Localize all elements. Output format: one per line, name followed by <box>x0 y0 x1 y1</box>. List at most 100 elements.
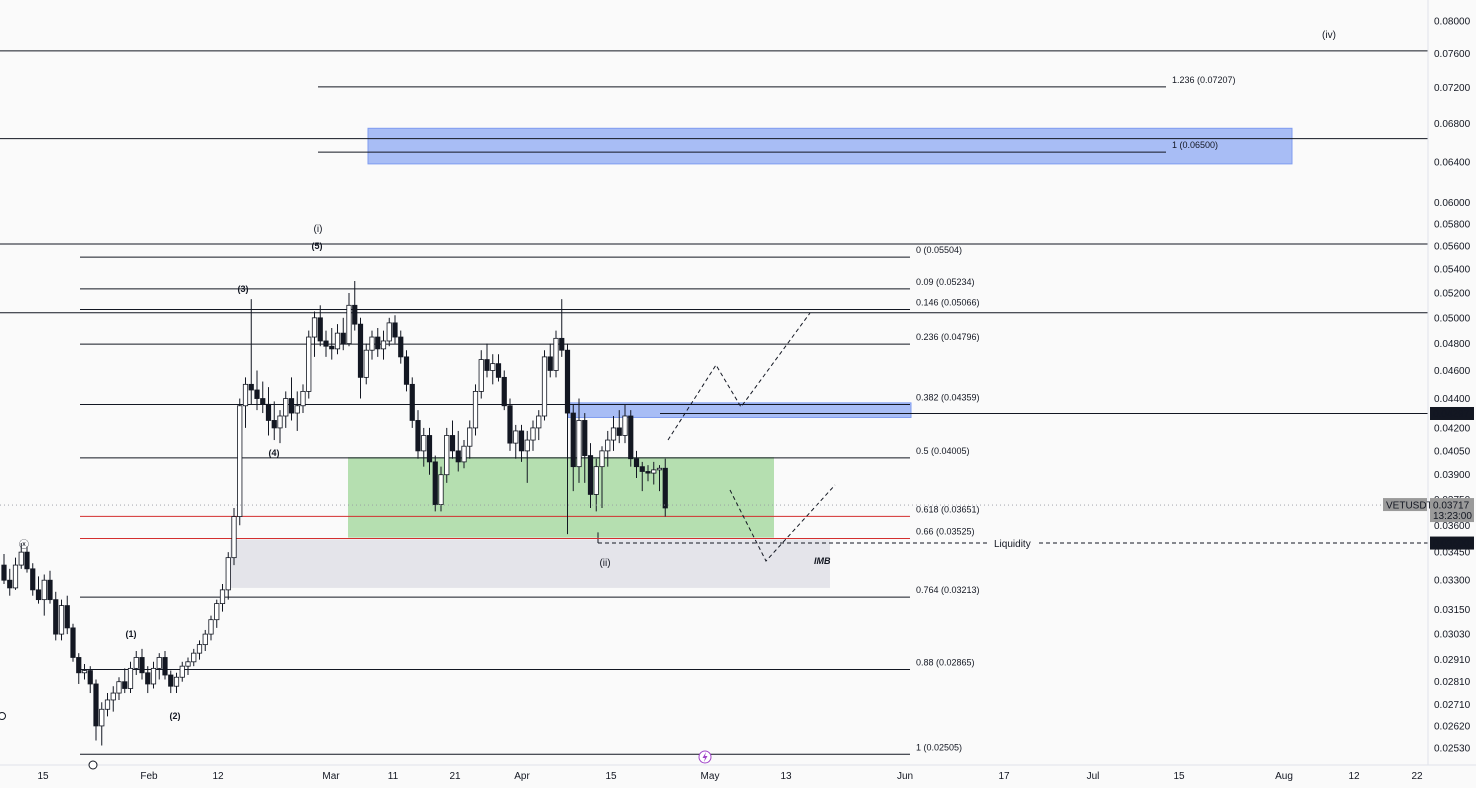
fib-level-label: 0.09 (0.05234) <box>916 277 975 287</box>
fib-level-label: 0.5 (0.04005) <box>916 446 970 456</box>
time-axis-label: 11 <box>388 771 399 782</box>
time-axis-label: 13 <box>780 771 792 782</box>
price-axis-label: 0.04600 <box>1434 366 1471 377</box>
lightning-icon-bolt <box>702 752 708 762</box>
candle-up <box>490 363 496 371</box>
time-axis-label: Aug <box>1275 771 1293 782</box>
candle-up <box>513 430 519 444</box>
price-axis-label: 0.02530 <box>1434 744 1471 755</box>
symbol-tag-bg <box>1383 498 1427 512</box>
price-axis-label: 0.03030 <box>1434 630 1471 641</box>
candle-up <box>225 557 231 591</box>
price-axis-label: 0.07600 <box>1434 49 1471 60</box>
candle-down <box>323 340 329 347</box>
wave-label: (iv) <box>1322 30 1336 41</box>
candle-down <box>587 455 594 495</box>
time-axis-label: May <box>701 771 720 782</box>
candle-up <box>219 589 226 604</box>
candle-up <box>472 390 479 429</box>
bearish-projection-path <box>729 484 836 562</box>
candle-up <box>185 661 191 667</box>
candle-down <box>645 471 651 474</box>
candle-down <box>53 599 59 635</box>
last-price-tag-bg <box>1430 498 1474 523</box>
candle-up <box>191 652 197 663</box>
blue-upper-zone <box>367 127 1293 165</box>
candle-up <box>116 681 122 694</box>
candle-up <box>622 415 628 436</box>
countdown-label: 13:23:00 <box>1433 511 1472 522</box>
price-axis-label: 0.02910 <box>1434 655 1471 666</box>
candle-down <box>64 605 70 629</box>
candle-down <box>30 568 36 591</box>
candle-up <box>133 657 139 669</box>
candle-down <box>582 420 588 456</box>
candle-down <box>265 403 272 421</box>
candle-down <box>76 657 82 674</box>
price-axis-label: 0.08000 <box>1434 17 1471 28</box>
candle-up <box>524 439 530 452</box>
price-axis-label: 0.05400 <box>1434 265 1471 276</box>
candle-up <box>536 415 542 429</box>
candle-down <box>639 466 645 472</box>
candle-down <box>375 336 381 350</box>
time-axis-label: Jun <box>897 771 913 782</box>
price-axis-label: 0.04050 <box>1434 446 1471 457</box>
price-axis-label: 0.02620 <box>1434 721 1471 732</box>
candle-down <box>628 415 634 460</box>
candle-up <box>202 633 208 646</box>
time-axis-label: 15 <box>37 771 49 782</box>
last-price-tag: 0.03717 <box>1433 501 1470 512</box>
candle-up <box>58 605 65 635</box>
candle-up <box>438 474 444 505</box>
candle-up <box>467 427 473 447</box>
wave-label: (1) <box>126 629 137 639</box>
candle-down <box>409 383 415 421</box>
green-zone <box>348 457 774 538</box>
liquidity-price-tag: 0.03500 <box>1433 539 1470 550</box>
candle-up <box>334 332 341 350</box>
candle-down <box>392 322 398 338</box>
candle-down <box>162 657 168 676</box>
price-axis-label: 0.06000 <box>1434 198 1471 209</box>
fib-level-label: 0 (0.05504) <box>916 245 962 255</box>
candle-down <box>70 627 76 658</box>
candle-down <box>426 435 433 463</box>
time-axis-label: 21 <box>449 771 461 782</box>
candle-up <box>369 336 375 351</box>
price-axis-label: 0.03450 <box>1434 548 1471 559</box>
liquidity-label: Liquidity <box>994 539 1031 550</box>
candle-up <box>127 667 134 689</box>
candle-up <box>380 340 387 350</box>
imb-label: IMB <box>814 556 831 566</box>
candle-up <box>104 699 111 710</box>
candle-down <box>93 683 99 727</box>
candle-up <box>346 304 352 344</box>
candle-down <box>254 389 260 399</box>
candle-up <box>12 564 19 589</box>
time-axis-label: 15 <box>1173 771 1185 782</box>
price-axis-label: 0.05000 <box>1434 313 1471 324</box>
wave-marker-icon <box>0 712 6 720</box>
price-axis-label: 0.04800 <box>1434 339 1471 350</box>
wave-label: (4) <box>269 448 280 458</box>
candle-down <box>518 430 525 452</box>
candle-up <box>605 439 611 452</box>
candle-up <box>599 450 605 468</box>
candle-down <box>616 427 622 436</box>
price-axis-label: 0.06400 <box>1434 157 1471 168</box>
candles-group <box>1 281 668 746</box>
candle-down <box>398 336 404 358</box>
fib-level-label: 1 (0.02505) <box>916 742 962 752</box>
fib-level-label: 0.236 (0.04796) <box>916 332 980 342</box>
resistance-price-tag-bg <box>1430 406 1474 420</box>
wave-label: (3) <box>238 284 249 294</box>
candle-up <box>173 676 180 687</box>
candle-up <box>478 359 484 392</box>
candle-down <box>271 420 277 429</box>
candle-down <box>317 317 323 342</box>
candle-down <box>24 551 30 570</box>
candle-down <box>122 681 128 689</box>
price-axis-label: 0.05800 <box>1434 220 1471 231</box>
